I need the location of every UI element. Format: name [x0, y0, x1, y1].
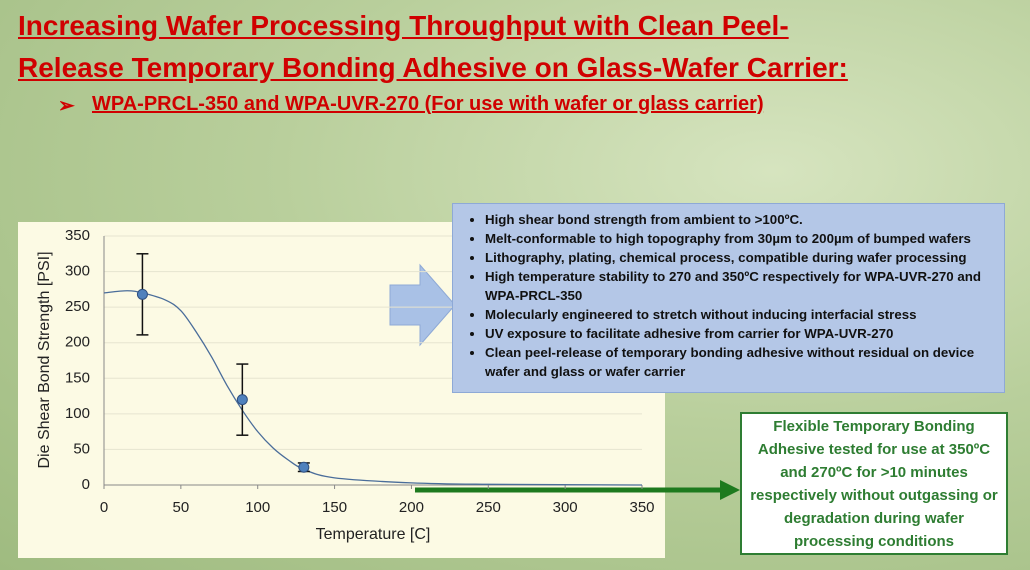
title-line: Release Temporary Bonding Adhesive on Gl… — [18, 52, 848, 83]
y-tick-label: 200 — [65, 334, 90, 351]
callout-text: Flexible Temporary Bonding Adhesive test… — [750, 417, 998, 550]
bullet: Lithography, plating, chemical process, … — [485, 248, 996, 267]
y-tick-label: 250 — [65, 298, 90, 315]
x-tick-label: 200 — [399, 499, 424, 516]
bullet: UV exposure to facilitate adhesive from … — [485, 324, 996, 343]
bullet: High shear bond strength from ambient to… — [485, 210, 996, 229]
bullet-box: High shear bond strength from ambient to… — [452, 203, 1005, 393]
y-tick-label: 350 — [65, 227, 90, 244]
point — [298, 461, 310, 473]
arrow-shape — [389, 263, 456, 347]
x-tick-label: 350 — [629, 499, 654, 516]
y-tick-label: 0 — [82, 476, 90, 493]
subtitle: WPA-PRCL-350 and WPA-UVR-270 (For use wi… — [58, 93, 764, 118]
fit-line — [103, 290, 643, 486]
point — [236, 394, 248, 406]
x-tick-label: 0 — [100, 499, 108, 516]
y-tick-label: 50 — [73, 440, 90, 457]
x-tick-label: 150 — [322, 499, 347, 516]
bullet-list: High shear bond strength from ambient to… — [485, 210, 996, 381]
bullet: Clean peel-release of temporary bonding … — [485, 343, 996, 381]
point — [136, 288, 148, 300]
arrow-head — [720, 480, 740, 500]
bullet: High temperature stability to 270 and 35… — [485, 267, 996, 305]
y-tick-label: 150 — [65, 369, 90, 386]
x-tick-label: 100 — [245, 499, 270, 516]
bullet: Melt-conformable to high topography from… — [485, 229, 996, 248]
x-tick-label: 50 — [173, 499, 190, 516]
y-tick-label: 300 — [65, 263, 90, 280]
x-axis-label: Temperature [C] — [316, 526, 431, 543]
y-axis-label: Die Shear Bond Strength [PSI] — [36, 251, 53, 468]
callout: Flexible Temporary Bonding Adhesive test… — [740, 412, 1008, 555]
title-line: Increasing Wafer Processing Throughput w… — [18, 10, 789, 41]
y-tick-label: 100 — [65, 405, 90, 422]
bullet: Molecularly engineered to stretch withou… — [485, 305, 996, 324]
x-tick-label: 250 — [476, 499, 501, 516]
x-tick-label: 300 — [553, 499, 578, 516]
